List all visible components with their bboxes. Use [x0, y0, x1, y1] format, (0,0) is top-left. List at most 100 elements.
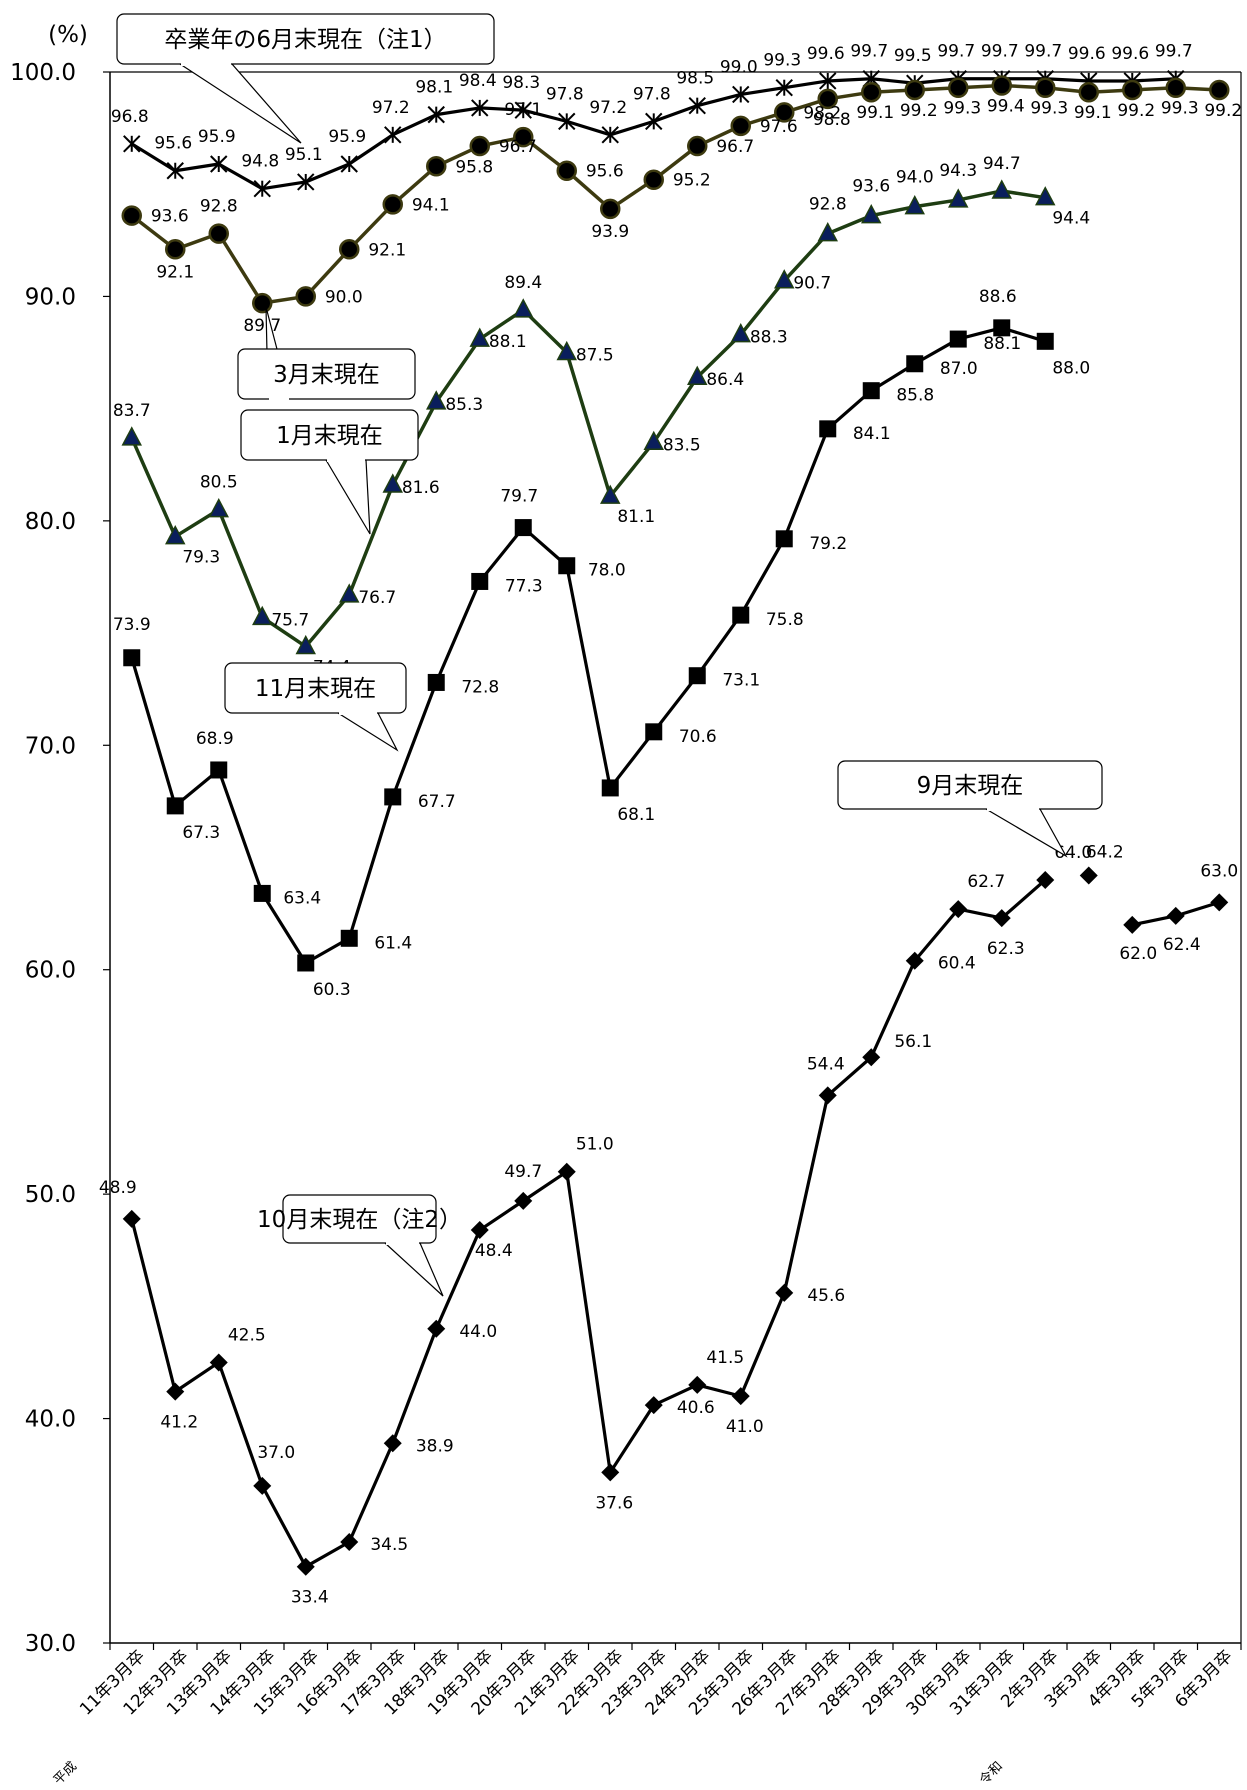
triangle-marker [339, 583, 360, 603]
circle-marker [208, 223, 229, 244]
data-label: 73.9 [113, 615, 151, 635]
circle-marker [339, 239, 360, 260]
data-label: 99.1 [856, 103, 894, 123]
data-label: 98.4 [459, 71, 497, 91]
data-label: 79.3 [182, 548, 220, 568]
data-label: 64.0 [1054, 843, 1092, 863]
data-label: 67.3 [182, 823, 220, 843]
square-marker [427, 673, 445, 691]
circle-marker [600, 198, 621, 220]
legend-label: 卒業年の6月末現在（注1） [164, 27, 446, 53]
data-label: 96.7 [499, 137, 537, 157]
circle-marker [774, 102, 795, 123]
data-label: 63.4 [283, 888, 321, 908]
data-label: 62.0 [1119, 944, 1157, 964]
data-label: 97.2 [589, 98, 627, 118]
star-marker [340, 155, 358, 173]
circle-marker [991, 75, 1012, 96]
data-label: 98.2 [803, 103, 841, 123]
triangle-marker [556, 340, 577, 361]
circle-marker [1122, 79, 1143, 101]
data-label: 38.9 [416, 1436, 454, 1456]
diamond-marker [862, 1048, 881, 1067]
circle-marker [643, 169, 664, 190]
series-2 [121, 179, 1056, 655]
diamond-marker [340, 1533, 359, 1552]
data-label: 88.1 [983, 334, 1021, 354]
diamond-marker [514, 1191, 533, 1210]
star-marker [471, 99, 489, 117]
circle-marker [121, 205, 142, 226]
data-label: 97.2 [372, 98, 410, 118]
callout-box [224, 662, 407, 714]
legend-label: 9月末現在 [917, 773, 1024, 799]
circle-marker [426, 156, 447, 177]
circle-marker [469, 135, 490, 157]
data-label: 41.5 [706, 1348, 744, 1368]
square-marker [688, 667, 706, 685]
data-label: 67.7 [418, 792, 456, 812]
star-marker [253, 179, 271, 198]
data-label: 44.0 [459, 1322, 497, 1342]
diamond-marker [992, 909, 1011, 928]
data-label: 94.8 [241, 152, 279, 172]
square-marker [949, 330, 967, 348]
data-label: 81.1 [617, 507, 655, 527]
legend-label: 10月末現在（注2） [257, 1207, 462, 1233]
diamond-marker [905, 951, 924, 970]
series-1 [121, 75, 1230, 314]
circle-marker [382, 194, 403, 215]
triangle-marker [469, 327, 490, 347]
data-label: 83.7 [113, 401, 151, 421]
square-marker [340, 929, 358, 947]
data-label: 79.7 [500, 487, 538, 507]
triangle-marker [817, 221, 838, 242]
data-label: 99.2 [1117, 101, 1155, 121]
data-label: 94.3 [939, 161, 977, 181]
star-marker [819, 72, 837, 90]
data-label: 54.4 [807, 1054, 845, 1074]
data-label: 88.6 [979, 287, 1017, 307]
data-label: 99.3 [763, 51, 801, 71]
data-label: 72.8 [461, 677, 499, 697]
data-label: 99.6 [807, 44, 845, 64]
labels-series-5: 64.2 62.0 62.4 63.0 [1086, 842, 1238, 963]
data-label: 41.2 [160, 1413, 198, 1433]
diamond-marker [383, 1434, 402, 1453]
data-label: 98.5 [676, 69, 714, 89]
data-label: 68.1 [617, 805, 655, 825]
square-marker [384, 788, 402, 806]
data-label: 97.6 [760, 117, 798, 137]
diamond-marker [166, 1382, 185, 1401]
diamond-marker [644, 1396, 663, 1415]
data-label: 95.1 [285, 145, 323, 165]
y-tick-label: 40.0 [25, 1407, 76, 1433]
callout-pointer-mask [327, 457, 365, 462]
circle-marker [1035, 77, 1056, 98]
callout-pointer-mask [269, 396, 289, 401]
labels-series-4: 48.9 41.2 42.5 37.0 33.4 34.5 38.9 44.0 48.4 49.7… [99, 843, 1092, 1608]
square-marker [558, 557, 576, 575]
circle-marker [861, 81, 882, 103]
callout-3: 11月末現在 [224, 662, 407, 752]
data-label: 92.8 [200, 197, 238, 217]
data-label: 87.0 [940, 359, 978, 379]
circle-marker [295, 286, 316, 307]
diamond-marker [253, 1476, 272, 1495]
diamond-marker [949, 900, 968, 919]
data-label: 68.9 [196, 729, 234, 749]
data-label: 76.7 [358, 588, 396, 608]
data-label: 99.3 [943, 99, 981, 119]
data-label: 90.0 [325, 287, 363, 307]
legend-label: 1月末現在 [276, 423, 383, 449]
triangle-marker [165, 524, 186, 545]
data-label: 56.1 [894, 1032, 932, 1052]
triangle-marker [208, 498, 229, 518]
triangle-marker [1035, 186, 1056, 206]
triangle-marker [730, 322, 751, 343]
labels-series-1: 93.6 92.1 92.8 89.7 90.0 92.1 94.195.8 96.7 97.1… [151, 96, 1242, 336]
triangle-marker [643, 430, 664, 451]
data-label: 62.3 [987, 939, 1025, 959]
diamond-marker [818, 1086, 837, 1105]
triangle-marker [991, 179, 1012, 199]
